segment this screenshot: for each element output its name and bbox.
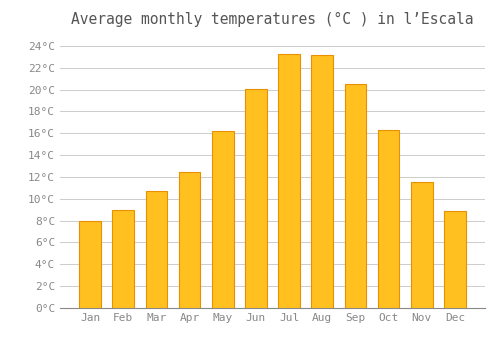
Bar [179,172,201,308]
Bar [344,84,366,308]
Title: Average monthly temperatures (°C ) in l’Escala: Average monthly temperatures (°C ) in l’… [72,12,474,27]
Bar [278,54,300,308]
Bar [245,89,266,308]
Bar [112,210,134,308]
Bar [444,211,466,308]
Bar [80,220,101,308]
Bar [312,55,333,308]
Bar [146,191,167,308]
Bar [212,131,234,308]
Bar [411,182,432,308]
Bar [378,130,400,308]
